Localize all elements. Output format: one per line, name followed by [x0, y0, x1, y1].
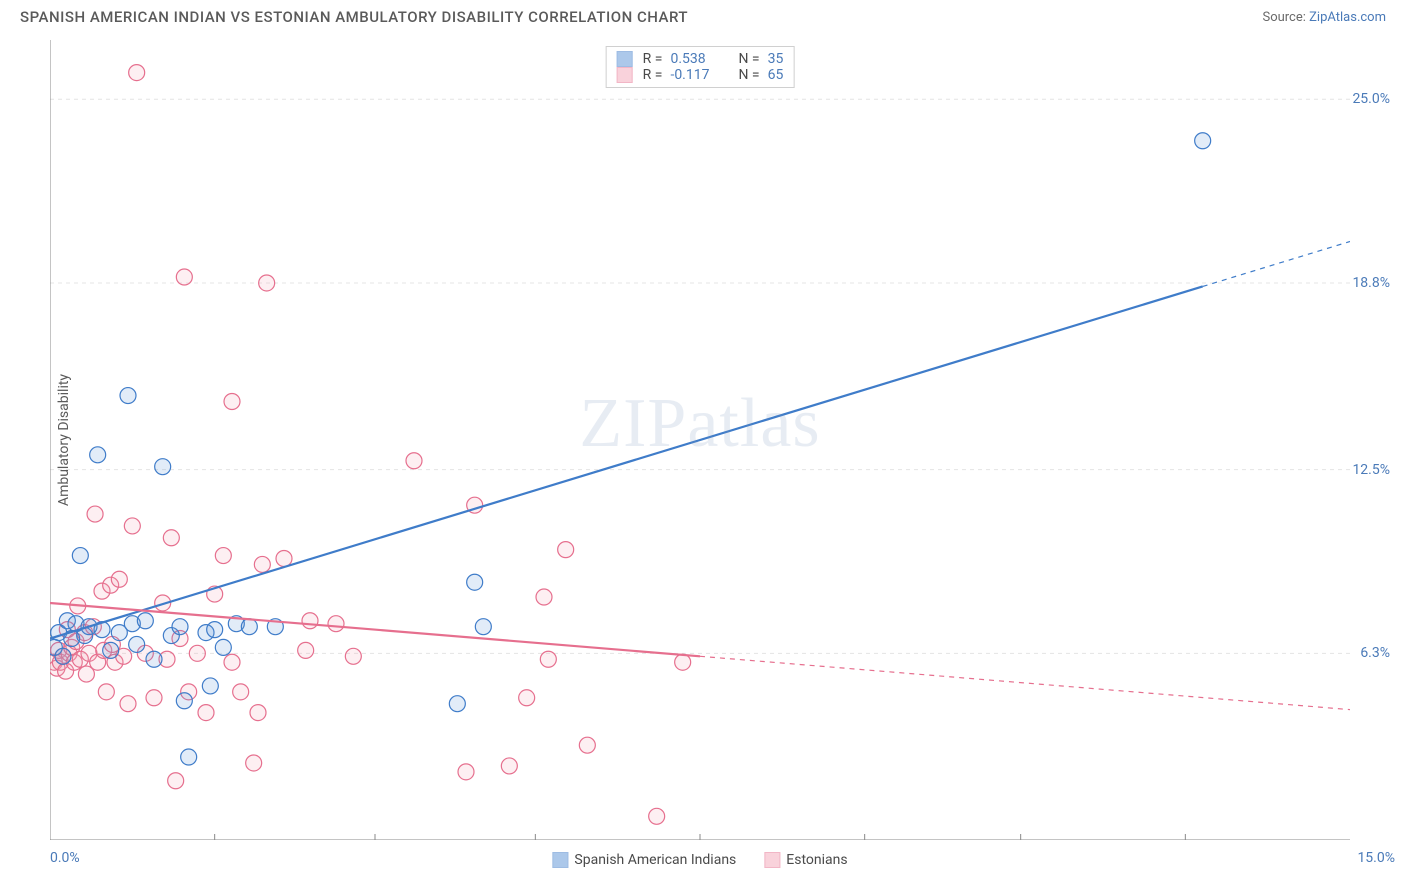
chart-plot-area: Ambulatory Disability ZIPatlas R =0.538N… — [50, 40, 1350, 840]
data-point — [87, 506, 103, 522]
y-tick-label: 18.8% — [1352, 275, 1390, 291]
data-point — [163, 530, 179, 546]
r-value: 0.538 — [670, 51, 720, 67]
data-point — [467, 574, 483, 590]
legend-swatch — [764, 852, 780, 868]
y-axis-label: Ambulatory Disability — [56, 374, 72, 506]
source-attribution: Source: ZipAtlas.com — [1262, 10, 1386, 25]
correlation-legend: R = 0.538 N = 35 R = -0.117 N = 65 — [606, 46, 795, 88]
data-point — [649, 808, 665, 824]
legend-swatch — [552, 852, 568, 868]
legend-row: R = 0.538 N = 35 — [617, 51, 784, 67]
data-point — [198, 705, 214, 721]
r-label: R = — [643, 67, 663, 83]
chart-title: SPANISH AMERICAN INDIAN VS ESTONIAN AMBU… — [20, 8, 688, 26]
x-tick-label: 0.0% — [50, 850, 80, 866]
data-point — [276, 551, 292, 567]
series-name: Spanish American Indians — [574, 852, 736, 868]
data-point — [1195, 133, 1211, 149]
data-point — [224, 393, 240, 409]
data-point — [519, 690, 535, 706]
data-point — [129, 636, 145, 652]
data-point — [215, 548, 231, 564]
data-point — [259, 275, 275, 291]
data-point — [558, 542, 574, 558]
data-point — [458, 764, 474, 780]
y-tick-label: 12.5% — [1352, 462, 1390, 478]
data-point — [120, 696, 136, 712]
series-legend-item: Spanish American Indians — [552, 852, 736, 868]
data-point — [155, 459, 171, 475]
data-point — [98, 684, 114, 700]
r-label: R = — [643, 51, 663, 67]
data-point — [124, 518, 140, 534]
source-link[interactable]: ZipAtlas.com — [1309, 10, 1386, 25]
data-point — [501, 758, 517, 774]
y-tick-label: 6.3% — [1360, 645, 1390, 661]
x-tick-label: 15.0% — [1357, 850, 1395, 866]
data-point — [540, 651, 556, 667]
data-point — [202, 678, 218, 694]
r-value: -0.117 — [670, 67, 720, 83]
data-point — [111, 571, 127, 587]
data-point — [189, 645, 205, 661]
series-legend-item: Estonians — [764, 852, 847, 868]
legend-swatch — [617, 51, 633, 67]
data-point — [328, 616, 344, 632]
data-point — [146, 690, 162, 706]
data-point — [302, 613, 318, 629]
data-point — [103, 642, 119, 658]
data-point — [406, 453, 422, 469]
data-point — [224, 654, 240, 670]
legend-swatch — [617, 67, 633, 83]
trend-line-extrapolated — [1203, 241, 1350, 286]
n-value: 35 — [768, 51, 784, 67]
data-point — [168, 773, 184, 789]
data-point — [449, 696, 465, 712]
trend-line-extrapolated — [700, 656, 1350, 709]
data-point — [233, 684, 249, 700]
data-point — [176, 693, 192, 709]
series-legend: Spanish American Indians Estonians — [552, 852, 847, 868]
data-point — [181, 749, 197, 765]
data-point — [207, 622, 223, 638]
n-label: N = — [738, 67, 759, 83]
data-point — [579, 737, 595, 753]
source-prefix: Source: — [1262, 10, 1309, 25]
data-point — [120, 388, 136, 404]
data-point — [137, 613, 153, 629]
data-point — [254, 556, 270, 572]
data-point — [129, 65, 145, 81]
scatter-chart-svg — [50, 40, 1350, 840]
data-point — [90, 447, 106, 463]
trend-line — [50, 286, 1203, 638]
data-point — [146, 651, 162, 667]
n-label: N = — [738, 51, 759, 67]
y-tick-label: 25.0% — [1352, 91, 1390, 107]
data-point — [72, 548, 88, 564]
data-point — [241, 619, 257, 635]
n-value: 65 — [768, 67, 784, 83]
legend-row: R = -0.117 N = 65 — [617, 67, 784, 83]
data-point — [250, 705, 266, 721]
series-name: Estonians — [786, 852, 847, 868]
data-point — [536, 589, 552, 605]
data-point — [246, 755, 262, 771]
data-point — [55, 648, 71, 664]
data-point — [172, 619, 188, 635]
data-point — [298, 642, 314, 658]
data-point — [345, 648, 361, 664]
data-point — [475, 619, 491, 635]
data-point — [176, 269, 192, 285]
data-point — [675, 654, 691, 670]
data-point — [215, 639, 231, 655]
